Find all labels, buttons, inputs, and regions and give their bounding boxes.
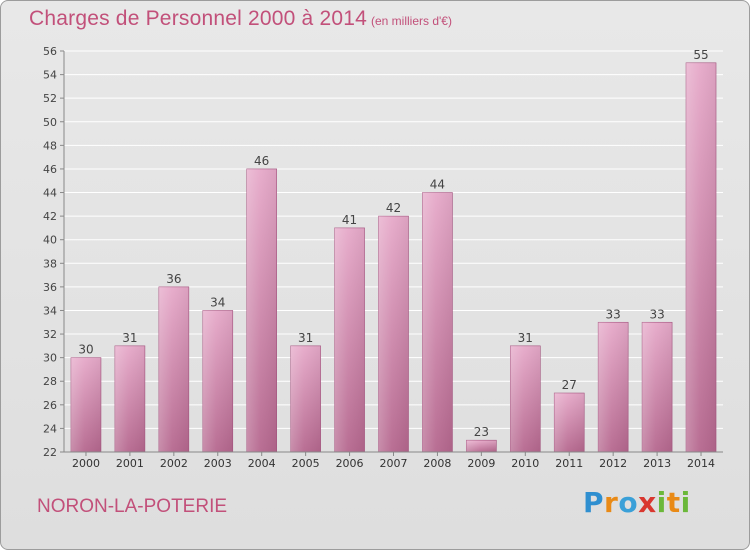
data-label: 42 [386,201,401,215]
x-tick-label: 2003 [204,457,232,470]
bar-highlight [246,168,277,453]
bar-highlight [554,393,585,452]
y-tick-label: 48 [43,139,57,152]
data-label: 44 [430,178,445,192]
x-tick-label: 2010 [511,457,539,470]
y-tick-label: 50 [43,116,57,129]
bar-highlight [290,345,321,452]
data-label: 41 [342,213,357,227]
y-tick-label: 34 [43,304,57,317]
chart-title: Charges de Personnel 2000 à 2014 [29,7,367,30]
x-tick-label: 2009 [467,457,495,470]
data-label: 33 [649,307,664,321]
y-tick-label: 38 [43,257,57,270]
x-tick-label: 2008 [423,457,451,470]
y-tick-label: 56 [43,45,57,58]
bar-highlight [114,345,145,452]
y-tick-label: 28 [43,375,57,388]
data-label: 34 [210,295,225,309]
data-label: 31 [298,331,313,345]
bar-highlight [422,192,453,452]
y-tick-label: 24 [43,422,57,435]
y-tick-label: 52 [43,92,57,105]
data-label: 30 [78,343,93,357]
x-tick-label: 2004 [248,457,276,470]
data-label: 33 [606,307,621,321]
bar-highlight [642,322,673,452]
commune-name: NORON-LA-POTERIE [37,496,228,517]
y-tick-label: 46 [43,163,57,176]
data-label: 31 [122,331,137,345]
y-tick-label: 32 [43,328,57,341]
y-tick-label: 36 [43,281,57,294]
bar-highlight [598,322,629,452]
x-tick-label: 2005 [292,457,320,470]
bar-highlight [70,357,101,452]
bar-highlight [334,227,365,452]
bars [70,62,717,453]
bar-highlight [686,62,717,452]
data-label: 46 [254,154,269,168]
y-tick-label: 30 [43,352,57,365]
x-tick-label: 2006 [336,457,364,470]
bar-highlight [202,310,233,452]
bar-highlight [510,345,541,452]
data-label: 55 [693,48,708,62]
y-tick-label: 26 [43,399,57,412]
y-tick-label: 44 [43,187,57,200]
tick-and-data-labels: 22 24 26 28 30 32 34 36 38 40 42 44 46 48 50 52 54 56 30 20… [43,45,715,470]
x-tick-label: 2007 [380,457,408,470]
bar-highlight [378,216,409,452]
x-tick-label: 2002 [160,457,188,470]
bar-highlight [466,440,497,452]
data-label: 23 [474,425,489,439]
axes [63,51,723,453]
x-tick-label: 2001 [116,457,144,470]
data-label: 36 [166,272,181,286]
y-tick-label: 40 [43,234,57,247]
x-tick-label: 2000 [72,457,100,470]
data-label: 31 [518,331,533,345]
bar-highlight [158,286,189,452]
x-tick-label: 2014 [687,457,715,470]
y-tick-label: 22 [43,446,57,459]
proxiti-logo: Proxiti [583,486,691,519]
x-tick-label: 2011 [555,457,583,470]
y-tick-label: 54 [43,69,57,82]
chart-subtitle: (en milliers d'€) [371,14,452,28]
data-label: 27 [562,378,577,392]
x-tick-label: 2013 [643,457,671,470]
x-tick-label: 2012 [599,457,627,470]
y-tick-label: 42 [43,210,57,223]
